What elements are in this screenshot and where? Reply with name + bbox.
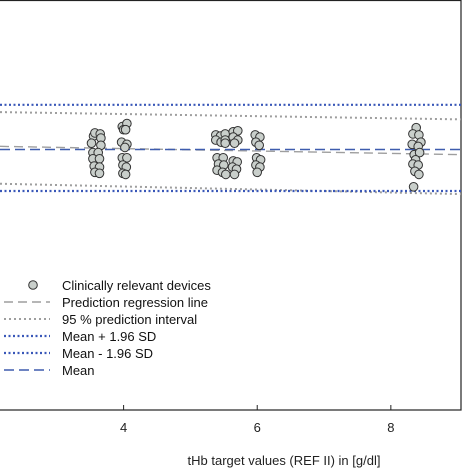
regression-line bbox=[0, 145, 462, 156]
data-point bbox=[94, 168, 105, 179]
prediction-interval-lower-line bbox=[0, 182, 462, 196]
x-tick-label: 4 bbox=[120, 420, 127, 435]
legend-item: Mean + 1.96 SD bbox=[4, 329, 156, 344]
legend: Clinically relevant devices Prediction re… bbox=[4, 278, 211, 378]
plot-frame bbox=[0, 0, 462, 411]
prediction-interval-upper-line bbox=[0, 111, 462, 121]
legend-item: Clinically relevant devices bbox=[28, 278, 211, 293]
legend-item: Mean - 1.96 SD bbox=[4, 346, 153, 361]
data-point bbox=[122, 153, 132, 163]
reference-lines bbox=[0, 103, 462, 196]
data-points bbox=[86, 118, 426, 192]
data-point bbox=[221, 169, 231, 180]
plot-border bbox=[0, 0, 462, 411]
legend-item: Prediction regression line bbox=[4, 295, 208, 310]
data-point bbox=[414, 169, 424, 180]
legend-label: Mean - 1.96 SD bbox=[62, 346, 153, 361]
data-point bbox=[120, 124, 131, 135]
x-axis: 4 6 8 bbox=[120, 405, 394, 435]
data-point bbox=[408, 182, 419, 192]
x-axis-title: tHb target values (REF II) in [g/dl] bbox=[188, 453, 381, 468]
data-point bbox=[229, 138, 240, 148]
legend-marker bbox=[28, 280, 38, 290]
legend-item: Mean bbox=[4, 363, 95, 378]
x-tick-label: 6 bbox=[254, 420, 261, 435]
data-point bbox=[120, 169, 131, 180]
legend-label: Mean bbox=[62, 363, 95, 378]
x-tick-label: 8 bbox=[387, 420, 394, 435]
data-point bbox=[252, 167, 263, 178]
data-point bbox=[414, 147, 425, 158]
data-point bbox=[94, 154, 105, 164]
legend-item: 95 % prediction interval bbox=[4, 312, 197, 327]
legend-label: Clinically relevant devices bbox=[62, 278, 211, 293]
legend-label: 95 % prediction interval bbox=[62, 312, 197, 327]
legend-label: Mean + 1.96 SD bbox=[62, 329, 156, 344]
data-point bbox=[86, 138, 97, 148]
data-point bbox=[120, 142, 130, 153]
data-point bbox=[254, 140, 265, 151]
data-point bbox=[229, 169, 240, 180]
data-point bbox=[220, 138, 230, 148]
legend-label: Prediction regression line bbox=[62, 295, 208, 310]
